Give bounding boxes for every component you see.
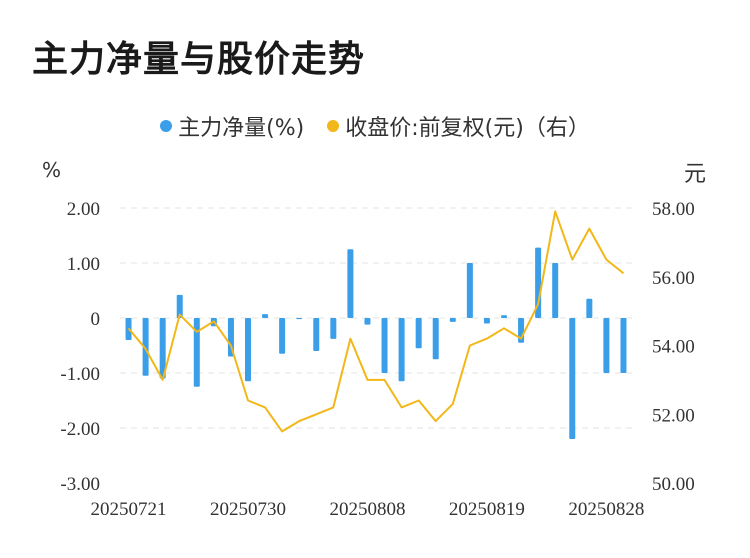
net-flow-bar — [193, 318, 200, 387]
net-flow-bar — [159, 318, 166, 379]
net-flow-bar — [381, 318, 388, 373]
net-flow-bar — [262, 314, 269, 318]
net-flow-bar — [296, 318, 303, 320]
x-tick-label: 20250808 — [329, 499, 405, 520]
x-tick-label: 20250721 — [91, 499, 167, 520]
close-price-line — [127, 210, 625, 433]
net-flow-bar — [313, 318, 320, 351]
net-flow-bar — [501, 315, 507, 318]
x-tick-label: 20250730 — [210, 499, 286, 520]
legend-item-net-flow[interactable]: 主力净量(%) — [160, 110, 304, 142]
left-tick-label: -2.00 — [60, 419, 100, 440]
net-flow-bar — [142, 318, 149, 376]
left-tick-label: 2.00 — [67, 199, 100, 220]
left-tick-label: -3.00 — [60, 474, 100, 495]
legend-swatch-close-price — [327, 120, 340, 132]
net-flow-bar — [483, 318, 490, 324]
legend-swatch-net-flow — [160, 120, 173, 132]
net-flow-bar — [279, 318, 286, 354]
chart-title: 主力净量与股价走势 — [32, 39, 366, 80]
right-tick-label: 50.00 — [652, 474, 695, 495]
net-flow-bar — [176, 294, 183, 318]
net-flow-bar — [227, 318, 234, 357]
net-flow-bar — [586, 298, 593, 318]
net-flow-bar — [398, 318, 405, 382]
left-axis-unit: % — [42, 158, 62, 182]
legend-item-close-price[interactable]: 收盘价:前复权(元)（右） — [327, 110, 590, 142]
chart-legend: 主力净量(%) 收盘价:前复权(元)（右） — [0, 110, 750, 142]
net-flow-bar — [449, 318, 456, 322]
net-flow-bar — [245, 318, 251, 382]
right-tick-label: 58.00 — [652, 199, 695, 220]
net-flow-bar — [620, 318, 627, 373]
net-flow-bar — [466, 263, 473, 318]
right-tick-label: 54.00 — [652, 337, 695, 358]
right-tick-label: 56.00 — [652, 268, 695, 289]
left-tick-label: 0 — [91, 309, 101, 330]
right-axis-unit: 元 — [684, 162, 707, 187]
right-tick-label: 52.00 — [652, 405, 695, 426]
legend-label-net-flow: 主力净量(%) — [178, 116, 305, 141]
net-flow-bar — [552, 263, 559, 318]
net-flow-bar — [415, 318, 422, 349]
net-flow-bar — [569, 318, 576, 439]
net-flow-bar — [364, 318, 371, 325]
x-tick-label: 20250819 — [449, 499, 525, 520]
net-flow-bar — [432, 318, 439, 360]
net-flow-bar — [330, 318, 337, 339]
x-tick-label: 20250828 — [568, 499, 644, 520]
left-tick-label: 1.00 — [67, 254, 100, 275]
legend-label-close-price: 收盘价:前复权(元)（右） — [345, 116, 590, 141]
net-flow-bar — [603, 318, 610, 373]
net-flow-bar — [347, 249, 354, 318]
left-tick-label: -1.00 — [60, 364, 100, 385]
